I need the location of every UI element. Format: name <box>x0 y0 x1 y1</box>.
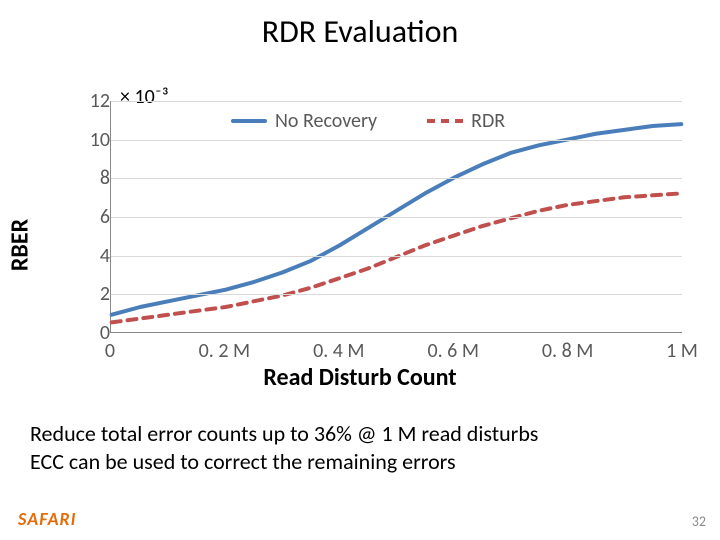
y-tick-label: 10 <box>70 128 110 152</box>
series-line <box>112 124 682 315</box>
legend-swatch <box>427 119 463 123</box>
x-axis-label: Read Disturb Count <box>263 363 456 392</box>
slide-title: RDR Evaluation <box>0 0 720 51</box>
legend-swatch <box>231 119 267 123</box>
x-tick-label: 0. 4 M <box>313 339 364 363</box>
note-line: Reduce total error counts up to 36% @ 1 … <box>30 420 690 448</box>
notes: Reduce total error counts up to 36% @ 1 … <box>30 420 690 475</box>
x-tick-label: 0. 2 M <box>199 339 250 363</box>
gridline <box>111 256 682 257</box>
legend-label: RDR <box>471 109 505 133</box>
gridline <box>111 217 682 218</box>
x-tick-label: 0. 6 M <box>427 339 478 363</box>
legend-item-no-recovery: No Recovery <box>231 109 377 133</box>
note-line: ECC can be used to correct the remaining… <box>30 448 690 476</box>
plot-area: No Recovery RDR <box>110 101 682 333</box>
gridline <box>111 294 682 295</box>
slide: RDR Evaluation RBER × 10⁻³ No Recovery R… <box>0 0 720 540</box>
y-axis-label: RBER <box>6 219 35 271</box>
x-tick-label: 1 M <box>666 339 698 363</box>
legend-item-rdr: RDR <box>427 109 505 133</box>
gridline <box>111 101 682 102</box>
legend-label: No Recovery <box>275 109 377 133</box>
gridline <box>111 140 682 141</box>
gridline <box>111 178 682 179</box>
y-tick-label: 12 <box>70 89 110 113</box>
y-tick-label: 2 <box>70 282 110 306</box>
chart: RBER × 10⁻³ No Recovery RDR Read Disturb… <box>30 95 690 395</box>
legend: No Recovery RDR <box>231 109 505 133</box>
y-tick-label: 4 <box>70 244 110 268</box>
page-number: 32 <box>692 513 706 530</box>
x-tick-label: 0 <box>105 339 115 363</box>
y-tick-label: 8 <box>70 166 110 190</box>
x-tick-label: 0. 8 M <box>542 339 593 363</box>
y-tick-label: 6 <box>70 205 110 229</box>
footer-logo: SAFARI <box>18 508 76 530</box>
